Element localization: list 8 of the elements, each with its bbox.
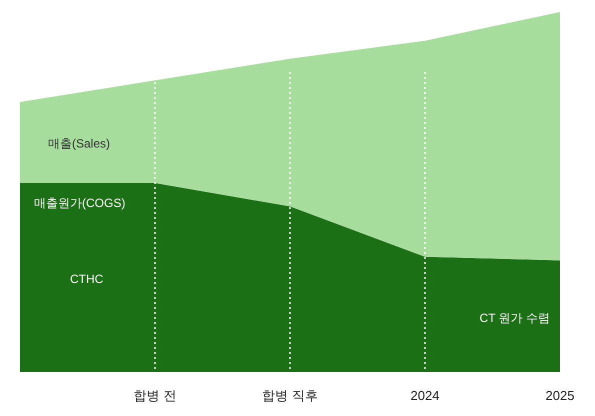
- annotation: CTHC: [70, 272, 104, 286]
- x-tick-label: 2024: [410, 388, 440, 403]
- x-tick-label: 합병 전: [134, 388, 176, 403]
- annotation: CT 원가 수렴: [480, 311, 550, 325]
- series-label: 매출원가(COGS): [34, 196, 126, 210]
- x-tick-label: 2025: [546, 388, 574, 403]
- series-label: 매출(Sales): [48, 136, 110, 150]
- x-tick-label: 합병 직후: [262, 388, 318, 403]
